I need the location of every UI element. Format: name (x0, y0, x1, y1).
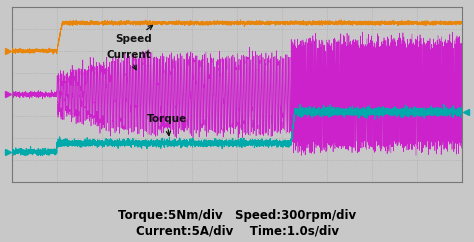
Text: Current: Current (106, 50, 151, 70)
Text: Speed: Speed (115, 25, 153, 44)
Text: Torque:5Nm/div   Speed:300rpm/div
Current:5A/div    Time:1.0s/div: Torque:5Nm/div Speed:300rpm/div Current:… (118, 209, 356, 237)
Text: Torque: Torque (147, 114, 187, 136)
